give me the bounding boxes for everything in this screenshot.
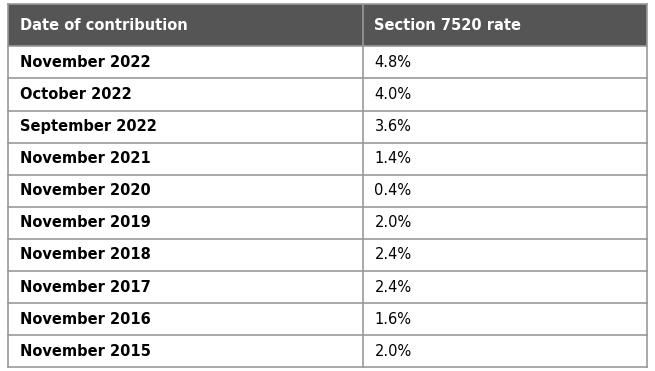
Text: 2.0%: 2.0% [375,344,412,359]
Bar [8,175,647,207]
Text: November 2022: November 2022 [20,55,150,70]
Text: 3.6%: 3.6% [375,119,411,134]
Text: 2.4%: 2.4% [375,280,411,295]
Text: 1.6%: 1.6% [375,312,411,326]
Text: November 2016: November 2016 [20,312,151,326]
Text: 0.4%: 0.4% [375,183,411,198]
Bar [8,142,647,175]
Text: November 2018: November 2018 [20,247,151,262]
Text: 4.8%: 4.8% [375,55,411,70]
Bar [8,111,647,143]
Text: 2.4%: 2.4% [375,247,411,262]
Bar [8,271,647,303]
Bar [8,4,647,46]
Bar [8,335,647,367]
Text: 2.0%: 2.0% [375,216,412,230]
Text: Date of contribution: Date of contribution [20,17,187,33]
Bar [8,207,647,239]
Text: 4.0%: 4.0% [375,87,411,102]
Bar [8,303,647,335]
Text: September 2022: September 2022 [20,119,157,134]
Text: November 2019: November 2019 [20,216,151,230]
Text: November 2021: November 2021 [20,151,151,166]
Text: November 2017: November 2017 [20,280,151,295]
Text: 1.4%: 1.4% [375,151,411,166]
Bar [8,78,647,111]
Text: November 2015: November 2015 [20,344,151,359]
Text: October 2022: October 2022 [20,87,132,102]
Text: November 2020: November 2020 [20,183,151,198]
Text: Section 7520 rate: Section 7520 rate [375,17,521,33]
Bar [8,46,647,78]
Bar [8,239,647,271]
